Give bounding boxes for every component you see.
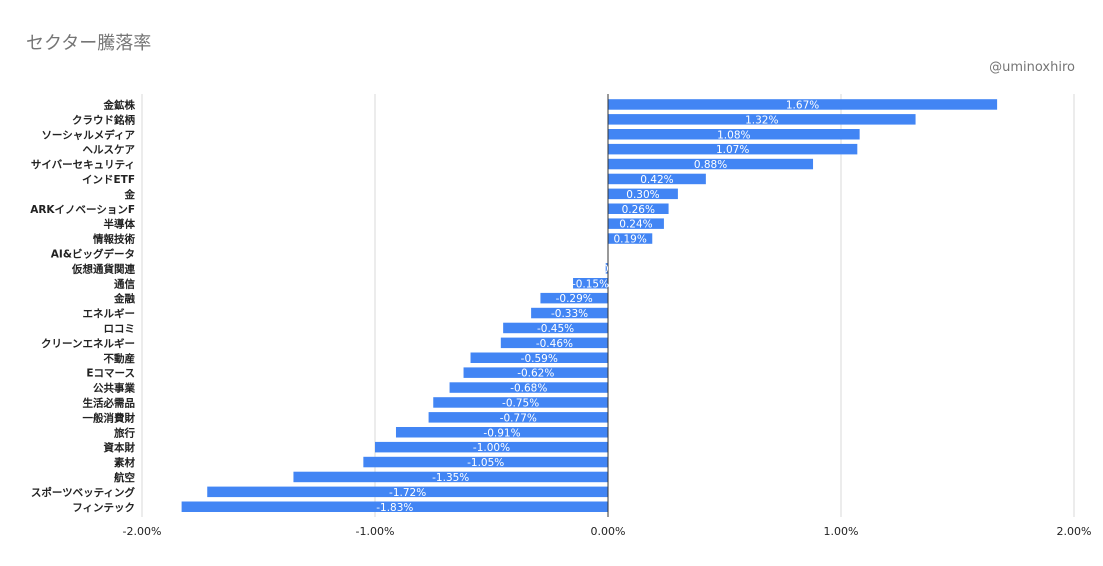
bar (608, 173, 706, 185)
data-label: 0.19% (613, 234, 646, 246)
bar (395, 427, 608, 438)
data-label: 1.07% (716, 144, 749, 156)
data-label: 0.26% (622, 204, 655, 216)
data-label: -1.35% (432, 472, 469, 484)
category-label: フィンテック (72, 502, 135, 514)
category-label: 金融 (113, 292, 135, 305)
bar (573, 278, 608, 289)
bar (608, 99, 998, 110)
bar (375, 441, 608, 453)
data-label: -0.29% (556, 293, 593, 305)
data-label: 1.67% (786, 99, 819, 111)
category-label: 金鉱株 (103, 98, 136, 111)
bar (608, 233, 653, 244)
data-label: -1.72% (389, 487, 426, 499)
category-label: 素材 (113, 456, 135, 469)
data-label: -0.45% (537, 323, 574, 335)
data-label: 0.42% (640, 174, 673, 186)
chart-title: セクター騰落率 (26, 33, 152, 54)
bar (503, 322, 608, 334)
bar (463, 367, 608, 378)
category-label: ARKイノベーションF (30, 204, 135, 216)
data-label: 0.30% (626, 189, 659, 201)
data-label: -0.75% (502, 397, 539, 409)
data-label: -0.62% (517, 368, 554, 380)
category-label: 金 (124, 188, 136, 201)
bar (605, 263, 608, 274)
data-label: 0.24% (619, 219, 652, 231)
category-label: インドETF (82, 174, 135, 186)
category-label: スポーツベッティング (31, 486, 136, 499)
data-label: -0.46% (536, 338, 573, 350)
bar (540, 292, 608, 304)
category-label: ロコミ (104, 323, 136, 335)
category-label: 航空 (114, 471, 135, 484)
category-label: クリーンエネルギー (41, 337, 135, 350)
bar (608, 143, 858, 155)
data-label: -0.01% (588, 263, 625, 275)
data-label: -0.15% (572, 278, 609, 290)
x-tick-label: 2.00% (1057, 525, 1092, 538)
category-label: サイバーセキュリティ (31, 159, 135, 171)
bar (608, 114, 916, 125)
data-label: -0.91% (483, 427, 520, 439)
category-label: 公共事業 (93, 382, 135, 395)
category-label: ソーシャルメディア (41, 128, 135, 141)
category-label: 不動産 (104, 352, 136, 365)
data-label: 1.08% (717, 129, 750, 141)
bar (293, 471, 608, 483)
data-label: -0.33% (551, 308, 588, 320)
x-tick-label: 0.00% (591, 525, 626, 538)
category-label: 仮想通貨関連 (71, 262, 135, 275)
category-label: 旅行 (114, 426, 135, 439)
bar (531, 307, 608, 319)
category-label: 資本財 (104, 441, 136, 454)
bar (207, 486, 609, 498)
data-label: 1.32% (745, 114, 778, 126)
bar (500, 337, 608, 349)
x-tick-label: -1.00% (356, 525, 395, 538)
bars (181, 99, 998, 512)
x-tick-label: 1.00% (824, 525, 859, 538)
x-tick-label: -2.00% (123, 525, 162, 538)
category-label: AI&ビッグデータ (51, 247, 135, 260)
bar (470, 352, 608, 363)
category-label: 通信 (114, 277, 135, 290)
data-label: -1.83% (376, 502, 413, 514)
bar (181, 501, 609, 512)
category-label: 情報技術 (93, 233, 135, 246)
watermark-text: @uminoxhiro (989, 60, 1075, 75)
category-label: クラウド銘柄 (72, 113, 135, 126)
data-label: 0.88% (694, 159, 727, 171)
bar (608, 129, 860, 140)
data-label: -0.77% (500, 412, 537, 424)
data-label: 0.00% (591, 248, 624, 260)
data-label: -0.59% (521, 353, 558, 365)
bar (363, 456, 608, 468)
value-labels: 1.67% 1.32% 1.08% 1.07% 0.88% 0.42% 0.30% 0.26%… (376, 99, 819, 513)
category-label: 半導体 (104, 218, 136, 231)
bar (608, 158, 814, 170)
category-label: Eコマース (86, 368, 135, 380)
data-label: -1.05% (467, 457, 504, 469)
category-label: エネルギー (83, 307, 136, 320)
bar (433, 397, 608, 408)
bar (608, 188, 678, 200)
bar (608, 218, 664, 229)
category-label: ヘルスケア (83, 144, 136, 156)
data-label: -0.68% (510, 383, 547, 395)
data-label: -1.00% (473, 442, 510, 454)
category-label: 一般消費財 (83, 411, 136, 424)
category-label: 生活必需品 (83, 396, 136, 409)
bar (449, 382, 608, 393)
x-tick-labels: -2.00% -1.00% 0.00% 1.00% 2.00% (123, 525, 1092, 538)
bar (608, 203, 669, 214)
bar (428, 412, 608, 423)
